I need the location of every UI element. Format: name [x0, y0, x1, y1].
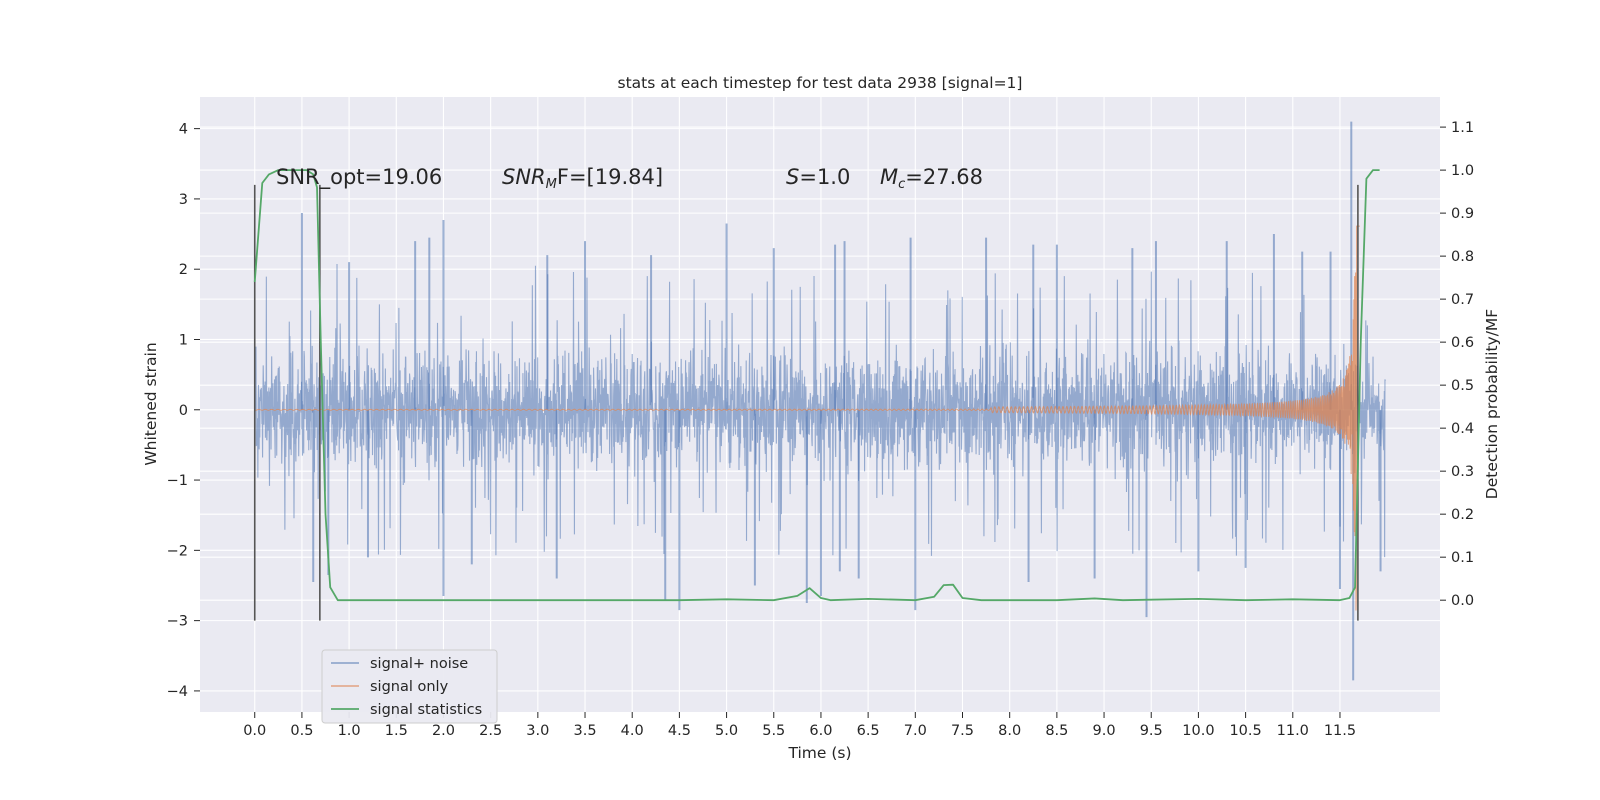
annotation-s-math: S: [786, 165, 799, 189]
y2-tick-label-0: 1.1: [1451, 120, 1474, 136]
y-tick-label-1: 3: [179, 192, 188, 208]
y2-tick-label-7: 0.4: [1451, 421, 1474, 437]
series-signal-plus-noise: [254, 121, 1386, 681]
y2-axis-ticks: 1.1 1.0 0.9 0.8 0.7 0.6 0.5 0.4 0.3 0.2 0.1 0.0: [1440, 120, 1474, 609]
x-tick-label-8: 4.0: [621, 723, 644, 739]
vertical-markers: [253, 184, 1359, 621]
x-tick-label-16: 8.0: [998, 723, 1021, 739]
y2-tick-label-8: 0.3: [1451, 464, 1474, 480]
series-signal-statistics: [253, 169, 1380, 602]
y2-tick-label-11: 0.0: [1451, 593, 1474, 609]
annotation-mc-math: M: [880, 165, 898, 189]
y-tick-label-4: 0: [179, 403, 188, 419]
annotation-snr-mf-sub: M: [546, 177, 557, 192]
annotation-mc-sub: c: [898, 177, 905, 192]
x-tick-label-23: 11.5: [1324, 723, 1356, 739]
y-tick-label-6: −2: [167, 543, 188, 559]
x-tick-label-21: 10.5: [1229, 723, 1261, 739]
y-tick-label-7: −3: [167, 614, 188, 630]
x-axis-ticks: 0.0 0.5 1.0 1.5 2.0 2.5 3.0 3.5 4.0 4.5 5.0 5.5 6.0 6…: [243, 712, 1356, 739]
x-tick-label-5: 2.5: [479, 723, 502, 739]
y2-tick-label-6: 0.5: [1451, 378, 1474, 394]
y2-tick-label-4: 0.7: [1451, 292, 1474, 308]
series-signal-only: [254, 225, 1360, 611]
x-tick-label-14: 7.0: [904, 723, 927, 739]
y-axis-label: Whitened strain: [142, 342, 160, 465]
x-tick-label-3: 1.5: [385, 723, 408, 739]
y2-tick-label-3: 0.8: [1451, 249, 1474, 265]
x-tick-label-2: 1.0: [338, 723, 361, 739]
x-tick-label-11: 5.5: [762, 723, 785, 739]
x-tick-label-7: 3.5: [573, 723, 596, 739]
y2-axis-label: Detection probability/MF: [1483, 309, 1501, 500]
x-tick-label-4: 2.0: [432, 723, 455, 739]
signal-trace: [254, 225, 1360, 611]
y2-tick-label-10: 0.1: [1451, 550, 1474, 566]
x-tick-label-15: 7.5: [951, 723, 974, 739]
x-tick-label-0: 0.0: [243, 723, 266, 739]
legend-label-signal-plus-noise: signal+ noise: [370, 656, 468, 672]
annotation-s: S=1.0: [786, 165, 850, 189]
x-tick-label-1: 0.5: [290, 723, 313, 739]
x-tick-label-17: 8.5: [1045, 723, 1068, 739]
legend: signal+ noise signal only signal statist…: [321, 649, 498, 724]
x-tick-label-22: 11.0: [1277, 723, 1309, 739]
chart-title: stats at each timestep for test data 293…: [618, 74, 1023, 92]
x-tick-label-19: 9.5: [1140, 723, 1163, 739]
x-tick-label-18: 9.0: [1093, 723, 1116, 739]
y-tick-label-5: −1: [167, 473, 188, 489]
annotation-mc: Mc=27.68: [880, 165, 983, 192]
annotation-mc-rest: =27.68: [905, 165, 983, 189]
statistics-trace: [253, 169, 1380, 602]
x-tick-label-12: 6.0: [809, 723, 832, 739]
y-tick-label-2: 2: [179, 262, 188, 278]
annotation-snr-mf: SNRMF=[19.84]: [502, 165, 663, 192]
y2-tick-label-5: 0.6: [1451, 335, 1474, 351]
legend-box: [321, 649, 498, 724]
x-tick-label-13: 6.5: [857, 723, 880, 739]
y2-tick-label-2: 0.9: [1451, 206, 1474, 222]
x-tick-label-6: 3.0: [526, 723, 549, 739]
x-tick-label-10: 5.0: [715, 723, 738, 739]
legend-label-signal-statistics: signal statistics: [370, 702, 482, 718]
y2-tick-label-9: 0.2: [1451, 507, 1474, 523]
legend-label-signal-only: signal only: [370, 679, 449, 695]
y-tick-label-3: 1: [179, 332, 188, 348]
y2-tick-label-1: 1.0: [1451, 163, 1474, 179]
x-tick-label-20: 10.0: [1182, 723, 1214, 739]
y-axis-ticks: 4 3 2 1 0 −1 −2 −3 −4: [167, 122, 200, 700]
x-tick-label-9: 4.5: [668, 723, 691, 739]
annotation-snr-mf-rest: F=[19.84]: [557, 165, 663, 189]
y-tick-label-0: 4: [179, 122, 188, 138]
x-axis-label: Time (s): [787, 744, 851, 762]
annotation-snr-opt: SNR_opt=19.06: [276, 165, 442, 190]
y-tick-label-8: −4: [167, 684, 188, 700]
annotation-s-rest: =1.0: [799, 165, 850, 189]
annotation-snr-mf-math: SNR: [502, 165, 546, 189]
